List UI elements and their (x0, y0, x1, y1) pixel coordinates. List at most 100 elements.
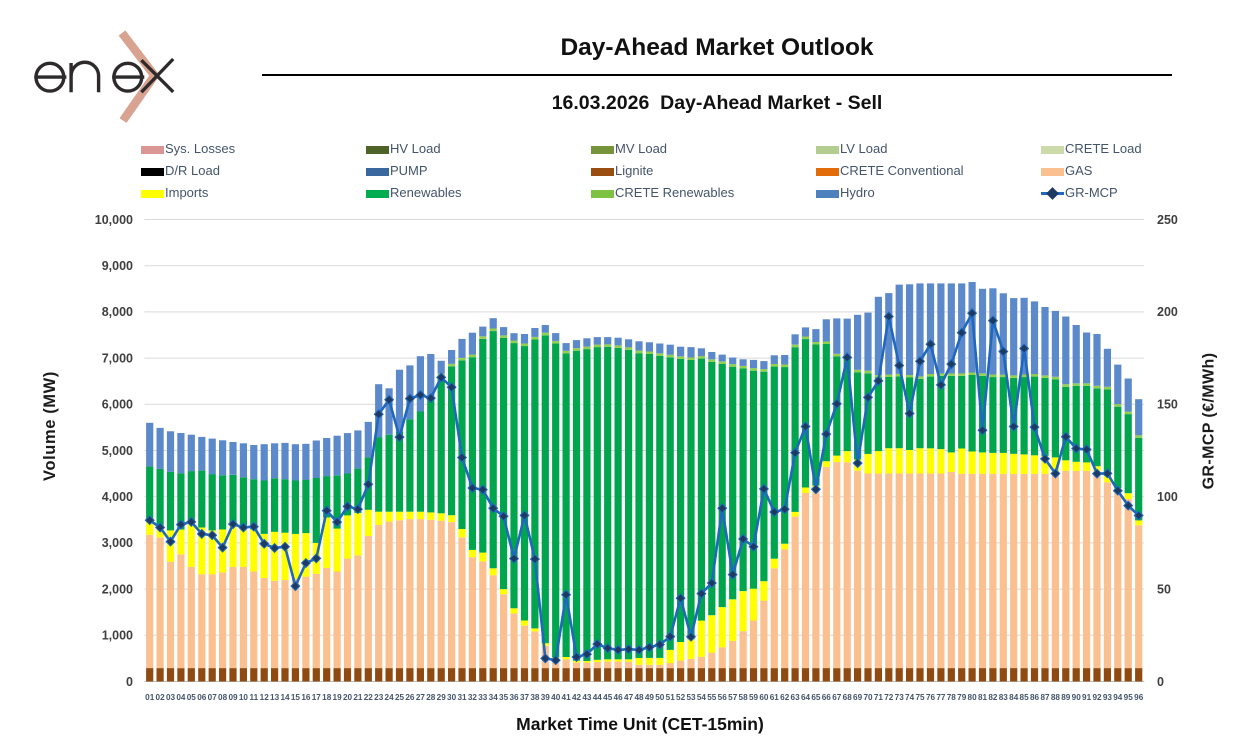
svg-text:0: 0 (1157, 675, 1164, 689)
svg-text:37: 37 (520, 693, 530, 702)
svg-text:93: 93 (1103, 693, 1113, 702)
svg-text:3,000: 3,000 (102, 536, 133, 550)
svg-text:60: 60 (759, 693, 769, 702)
svg-text:47: 47 (624, 693, 634, 702)
svg-text:50: 50 (655, 693, 665, 702)
svg-text:12: 12 (260, 693, 270, 702)
svg-text:08: 08 (218, 693, 228, 702)
svg-text:38: 38 (530, 693, 540, 702)
svg-text:15: 15 (291, 693, 301, 702)
svg-text:32: 32 (468, 693, 478, 702)
svg-text:03: 03 (166, 693, 176, 702)
svg-text:85: 85 (1020, 693, 1030, 702)
svg-text:44: 44 (593, 693, 603, 702)
svg-text:16: 16 (301, 693, 311, 702)
svg-text:10: 10 (239, 693, 249, 702)
svg-text:26: 26 (405, 693, 415, 702)
svg-text:39: 39 (541, 693, 551, 702)
svg-text:91: 91 (1082, 693, 1092, 702)
svg-text:06: 06 (197, 693, 207, 702)
svg-text:11: 11 (249, 693, 258, 702)
svg-text:22: 22 (364, 693, 374, 702)
svg-text:87: 87 (1040, 693, 1050, 702)
svg-text:73: 73 (895, 693, 905, 702)
svg-text:92: 92 (1092, 693, 1102, 702)
svg-text:51: 51 (666, 693, 676, 702)
svg-text:100: 100 (1157, 490, 1178, 504)
svg-text:63: 63 (791, 693, 801, 702)
svg-text:62: 62 (780, 693, 790, 702)
svg-text:90: 90 (1072, 693, 1082, 702)
svg-text:05: 05 (187, 693, 197, 702)
svg-text:89: 89 (1061, 693, 1071, 702)
svg-text:56: 56 (718, 693, 728, 702)
svg-text:28: 28 (426, 693, 436, 702)
svg-text:GR-MCP (€/MWh): GR-MCP (€/MWh) (1201, 353, 1218, 490)
svg-text:10,000: 10,000 (95, 213, 133, 227)
svg-text:4,000: 4,000 (102, 490, 133, 504)
svg-text:59: 59 (749, 693, 759, 702)
svg-text:54: 54 (697, 693, 707, 702)
svg-text:07: 07 (208, 693, 218, 702)
svg-text:09: 09 (228, 693, 238, 702)
svg-text:81: 81 (978, 693, 988, 702)
svg-text:79: 79 (957, 693, 967, 702)
svg-text:94: 94 (1113, 693, 1123, 702)
svg-text:50: 50 (1157, 582, 1171, 596)
svg-text:88: 88 (1051, 693, 1061, 702)
svg-text:74: 74 (905, 693, 915, 702)
svg-text:45: 45 (603, 693, 613, 702)
svg-text:25: 25 (395, 693, 405, 702)
svg-text:8,000: 8,000 (102, 305, 133, 319)
svg-text:1,000: 1,000 (102, 629, 133, 643)
svg-text:53: 53 (686, 693, 696, 702)
svg-text:31: 31 (457, 693, 467, 702)
svg-text:96: 96 (1134, 693, 1144, 702)
svg-text:36: 36 (509, 693, 519, 702)
svg-text:5,000: 5,000 (102, 444, 133, 458)
svg-text:17: 17 (312, 693, 322, 702)
svg-text:23: 23 (374, 693, 384, 702)
svg-text:250: 250 (1157, 213, 1178, 227)
svg-text:21: 21 (353, 693, 363, 702)
svg-text:52: 52 (676, 693, 686, 702)
svg-text:57: 57 (728, 693, 738, 702)
svg-text:69: 69 (853, 693, 863, 702)
svg-text:43: 43 (582, 693, 592, 702)
svg-text:68: 68 (843, 693, 853, 702)
svg-text:19: 19 (333, 693, 343, 702)
svg-text:84: 84 (1009, 693, 1019, 702)
svg-text:9,000: 9,000 (102, 259, 133, 273)
svg-text:82: 82 (988, 693, 998, 702)
svg-text:42: 42 (572, 693, 582, 702)
svg-text:78: 78 (947, 693, 957, 702)
svg-text:18: 18 (322, 693, 332, 702)
svg-text:41: 41 (562, 693, 572, 702)
svg-text:200: 200 (1157, 305, 1178, 319)
svg-text:34: 34 (489, 693, 499, 702)
svg-text:40: 40 (551, 693, 561, 702)
svg-text:72: 72 (884, 693, 894, 702)
svg-text:14: 14 (280, 693, 290, 702)
svg-text:65: 65 (811, 693, 821, 702)
svg-text:76: 76 (926, 693, 936, 702)
svg-text:48: 48 (634, 693, 644, 702)
svg-text:13: 13 (270, 693, 280, 702)
svg-text:70: 70 (863, 693, 873, 702)
svg-text:27: 27 (416, 693, 426, 702)
svg-text:02: 02 (156, 693, 166, 702)
svg-text:6,000: 6,000 (102, 398, 133, 412)
svg-text:83: 83 (999, 693, 1009, 702)
svg-text:150: 150 (1157, 398, 1178, 412)
svg-text:77: 77 (936, 693, 946, 702)
svg-text:35: 35 (499, 693, 509, 702)
svg-text:2,000: 2,000 (102, 582, 133, 596)
svg-text:80: 80 (968, 693, 978, 702)
svg-text:66: 66 (822, 693, 832, 702)
svg-text:49: 49 (645, 693, 655, 702)
svg-text:46: 46 (614, 693, 624, 702)
svg-text:86: 86 (1030, 693, 1040, 702)
svg-text:24: 24 (385, 693, 395, 702)
svg-text:7,000: 7,000 (102, 351, 133, 365)
svg-text:0: 0 (126, 675, 133, 689)
